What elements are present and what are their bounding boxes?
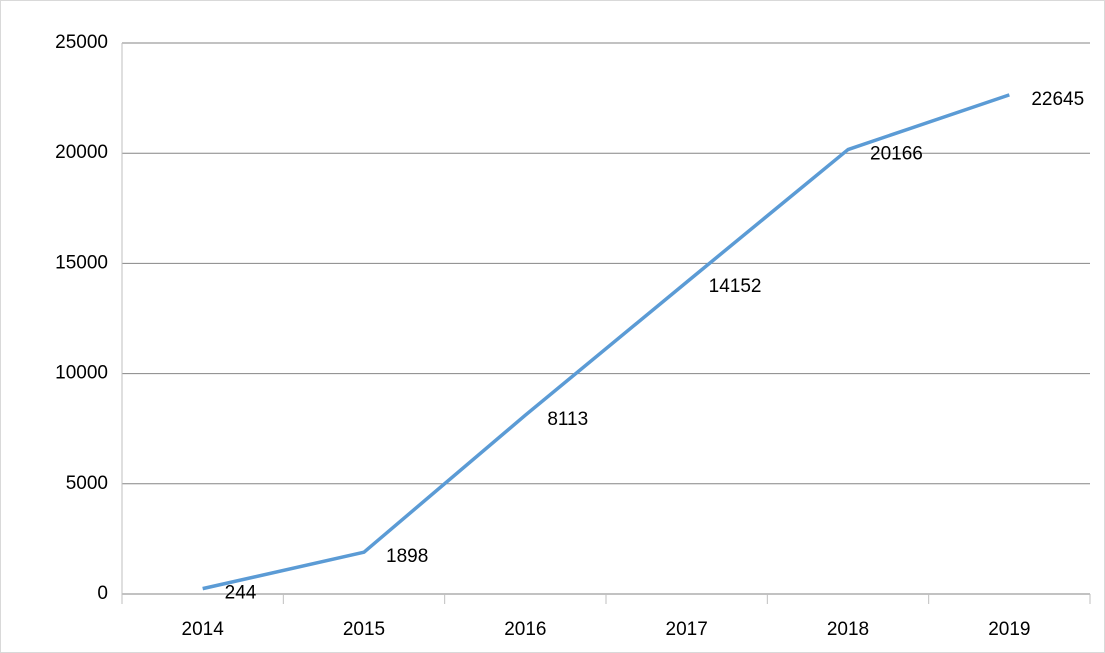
- x-tick-label: 2019: [988, 619, 1030, 640]
- data-label: 1898: [386, 546, 428, 567]
- x-tick-label: 2014: [182, 619, 225, 640]
- data-label: 244: [225, 583, 257, 604]
- y-tick-label: 0: [97, 583, 108, 604]
- y-tick-label: 25000: [55, 32, 108, 53]
- data-label: 8113: [547, 409, 588, 430]
- y-tick-label: 20000: [55, 142, 108, 163]
- y-tick-label: 15000: [55, 252, 108, 273]
- x-tick-label: 2015: [343, 619, 385, 640]
- y-tick-label: 10000: [55, 363, 108, 384]
- line-series: [202, 93, 1010, 591]
- y-tick-label: 5000: [66, 473, 108, 494]
- x-tick-label: 2016: [504, 619, 546, 640]
- data-label: 20166: [870, 144, 923, 165]
- x-tick-label: 2018: [827, 619, 869, 640]
- data-label: 22645: [1031, 89, 1084, 110]
- x-tick-label: 2017: [666, 619, 708, 640]
- data-label: 14152: [709, 276, 762, 297]
